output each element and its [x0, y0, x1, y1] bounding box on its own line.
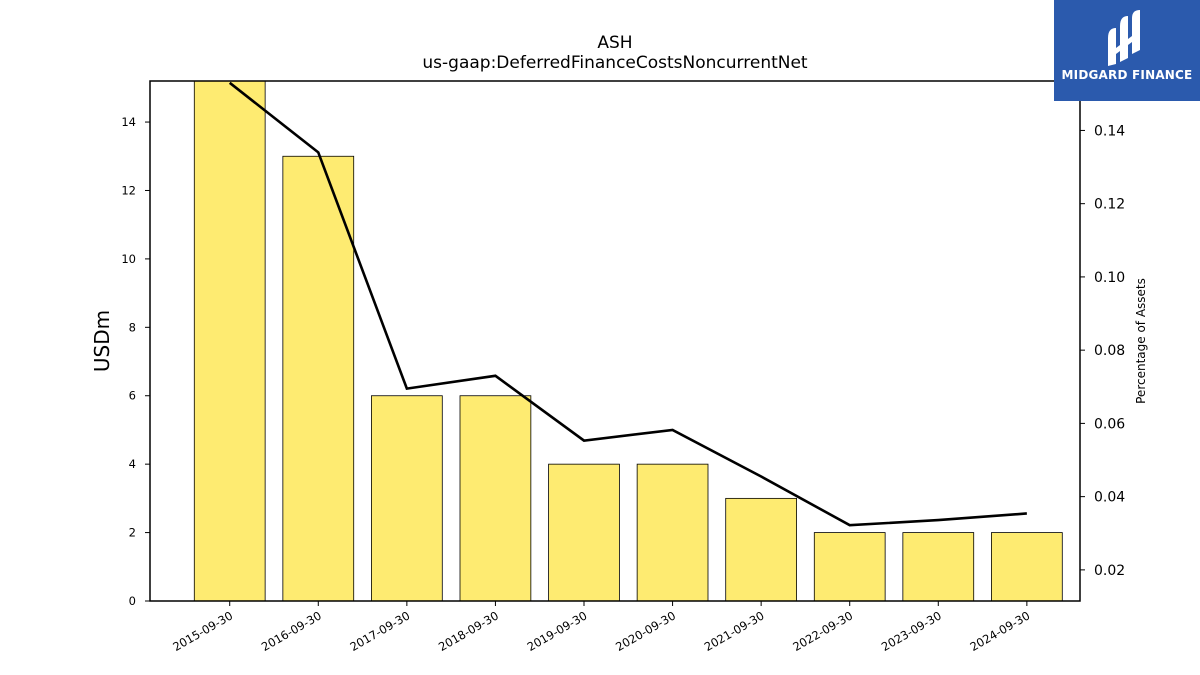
y-tick-label: 4: [129, 457, 136, 471]
bar-2015-09-30: [193, 80, 266, 602]
y2-tick-label: 0.08: [1094, 343, 1125, 359]
percentage-of-assets-line: [228, 81, 1027, 527]
y2-axis-label: Percentage of Assets: [1134, 278, 1148, 404]
bar-2016-09-30: [282, 155, 355, 602]
y-tick-label: 10: [121, 252, 136, 266]
x-tick-label: 2021-09-30: [702, 608, 767, 654]
chart-subtitle: us-gaap:DeferredFinanceCostsNoncurrentNe…: [422, 53, 808, 73]
y-tick-label: 14: [121, 115, 136, 129]
y2-tick-label: 0.06: [1094, 416, 1125, 432]
x-tick-label: 2020-09-30: [613, 608, 678, 654]
bar-2024-09-30: [991, 532, 1063, 602]
bar-2023-09-30: [902, 532, 975, 602]
x-tick-label: 2016-09-30: [259, 608, 324, 654]
y-axis-label: USDm: [90, 310, 114, 372]
y-tick-label: 2: [129, 526, 136, 540]
x-tick-label: 2017-09-30: [347, 608, 412, 654]
x-tick-label: 2023-09-30: [879, 608, 944, 654]
bar-2020-09-30: [636, 463, 709, 602]
plot-frame: [149, 80, 1081, 602]
x-tick-label: 2018-09-30: [436, 608, 501, 654]
bar-2019-09-30: [548, 463, 620, 602]
logo-text: MIDGARD FINANCE: [1061, 68, 1193, 82]
bar-2017-09-30: [371, 395, 443, 602]
y2-tick-label: 0.02: [1094, 563, 1125, 579]
y-tick-label: 0: [129, 594, 136, 608]
y2-tick-label: 0.10: [1094, 270, 1125, 286]
y2-tick-label: 0.04: [1094, 490, 1125, 506]
bar-2018-09-30: [459, 395, 532, 602]
y-tick-label: 12: [121, 183, 136, 197]
chart-title: ASH: [597, 33, 632, 53]
y2-tick-label: 0.14: [1094, 123, 1125, 139]
midgard-logo-icon: [1108, 10, 1140, 66]
midgard-finance-logo: MIDGARD FINANCE: [1054, 0, 1200, 101]
y-tick-label: 6: [129, 389, 136, 403]
bar-2021-09-30: [725, 497, 797, 602]
y2-tick-label: 0.12: [1094, 197, 1125, 213]
x-tick-label: 2024-09-30: [967, 608, 1032, 654]
x-tick-label: 2019-09-30: [525, 608, 590, 654]
x-tick-label: 2022-09-30: [790, 608, 855, 654]
y-tick-label: 8: [129, 320, 136, 334]
bar-2022-09-30: [813, 532, 886, 602]
x-tick-label: 2015-09-30: [170, 608, 235, 654]
